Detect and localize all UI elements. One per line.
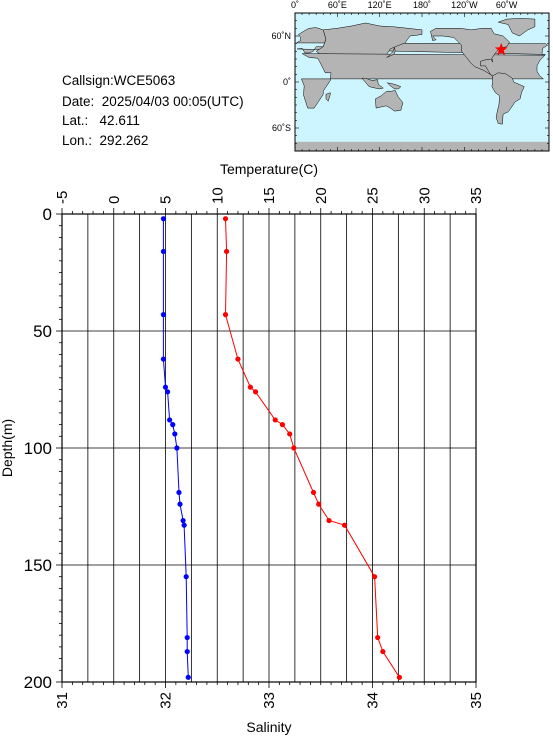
- map-lon-tick-label: 60˚W: [496, 0, 518, 10]
- map-land: [375, 90, 404, 112]
- salinity-tick-label: 31: [54, 692, 71, 709]
- lon-label: Lon.:: [62, 133, 93, 148]
- lat-line: Lat.: 42.611: [62, 113, 140, 128]
- temperature-data-point: [252, 389, 259, 395]
- temperature-data-point: [310, 489, 317, 496]
- map-lon-tick-label: 120˚E: [368, 0, 392, 10]
- date-label: Date:: [62, 94, 95, 109]
- salinity-tick-label: 35: [468, 692, 485, 709]
- temperature-data-point: [375, 634, 381, 641]
- temperature-data-point: [380, 648, 386, 655]
- salinity-data-point: [164, 389, 171, 395]
- temperature-data-point: [279, 422, 286, 428]
- callsign-label: Callsign:: [62, 73, 114, 88]
- temperature-tick-label: 25: [365, 187, 382, 204]
- temperature-tick-label: 5: [158, 196, 175, 204]
- temperature-tick-label: 0: [106, 196, 123, 204]
- temperature-tick-label: 35: [468, 187, 485, 204]
- salinity-data-point: [180, 517, 186, 524]
- salinity-data-point: [174, 445, 180, 451]
- map-lat-tick-label: 0˚: [283, 77, 291, 87]
- salinity-data-point: [181, 522, 187, 528]
- map-frame: 0˚ 60˚E 120˚E 180˚ 120˚W 60˚W 60˚N 0˚ 60˚S: [271, 0, 550, 152]
- temperature-data-point: [371, 574, 378, 580]
- salinity-data-point: [184, 634, 190, 641]
- salinity-data-point: [185, 674, 191, 680]
- temperature-data-point: [287, 431, 293, 437]
- temperature-tick-label: 10: [209, 187, 226, 204]
- temperature-data-point: [222, 216, 229, 222]
- depth-tick-label: 50: [33, 322, 52, 341]
- salinity-tick-label: 32: [158, 692, 175, 709]
- map-lat-tick-label: 60˚N: [271, 31, 291, 41]
- map-land: [361, 77, 384, 90]
- map-land: [497, 18, 536, 37]
- salinity-tick-label: 33: [261, 692, 278, 709]
- salinity-axis-label: Salinity: [246, 719, 291, 735]
- temperature-data-point: [247, 384, 253, 390]
- map-lat-tick-label: 60˚S: [272, 123, 291, 133]
- salinity-data-point: [176, 489, 182, 496]
- salinity-tick-label: 34: [365, 692, 382, 709]
- map-lon-tick-label: 60˚E: [328, 0, 347, 10]
- salinity-data-point: [160, 248, 167, 255]
- depth-tick-label: 200: [24, 673, 52, 692]
- salinity-data-point: [162, 384, 169, 390]
- temperature-data-point: [223, 248, 230, 255]
- station-marker-icon: [494, 42, 508, 56]
- salinity-data-point: [160, 216, 167, 222]
- salinity-profile-line: [162, 218, 189, 678]
- map-land: [295, 141, 549, 151]
- date-line: Date: 2025/04/03 00:05(UTC): [62, 94, 244, 109]
- depth-axis-label: Depth(m): [0, 419, 15, 477]
- temperature-data-point: [326, 517, 332, 524]
- map-lon-tick-label: 120˚W: [451, 0, 478, 10]
- lon-value: 292.262: [99, 133, 149, 148]
- salinity-data-point: [160, 356, 167, 362]
- date-value: 2025/04/03 00:05(UTC): [101, 94, 244, 109]
- temperature-data-point: [316, 501, 322, 507]
- salinity-data-point: [170, 422, 176, 428]
- salinity-data-point: [177, 501, 183, 507]
- depth-tick-label: 0: [43, 205, 52, 224]
- map-land: [325, 92, 331, 102]
- temperature-data-point: [396, 674, 403, 680]
- depth-tick-label: 150: [24, 556, 52, 575]
- temperature-tick-label: -5: [54, 191, 71, 204]
- temperature-data-point: [272, 417, 278, 423]
- temperature-tick-label: 30: [416, 187, 433, 204]
- map-lon-tick-label: 0˚: [291, 0, 299, 10]
- temperature-tick-label: 15: [261, 187, 278, 204]
- temperature-tick-label: 20: [313, 187, 330, 204]
- map-land: [386, 46, 396, 58]
- map-lon-tick-label: 180˚: [413, 0, 431, 10]
- map-land: [386, 82, 402, 90]
- temperature-data-point: [235, 356, 241, 362]
- temperature-axis-label: Temperature(C): [220, 161, 318, 177]
- callsign-line: Callsign:WCE5063: [62, 73, 175, 88]
- lon-line: Lon.: 292.262: [62, 133, 148, 148]
- depth-tick-label: 100: [24, 439, 52, 458]
- temperature-data-point: [291, 445, 297, 451]
- map-land: [430, 28, 510, 77]
- lat-label: Lat.:: [62, 113, 89, 128]
- temperature-data-point: [341, 522, 348, 528]
- salinity-data-point: [160, 312, 167, 318]
- salinity-data-point: [172, 431, 178, 437]
- salinity-data-point: [167, 417, 173, 423]
- temperature-profile-line: [224, 218, 400, 678]
- temperature-data-point: [222, 312, 229, 318]
- callsign-value: WCE5063: [113, 73, 176, 88]
- salinity-data-point: [184, 648, 190, 655]
- salinity-data-point: [183, 574, 189, 580]
- lat-value: 42.611: [99, 113, 140, 128]
- map-land: [491, 72, 525, 125]
